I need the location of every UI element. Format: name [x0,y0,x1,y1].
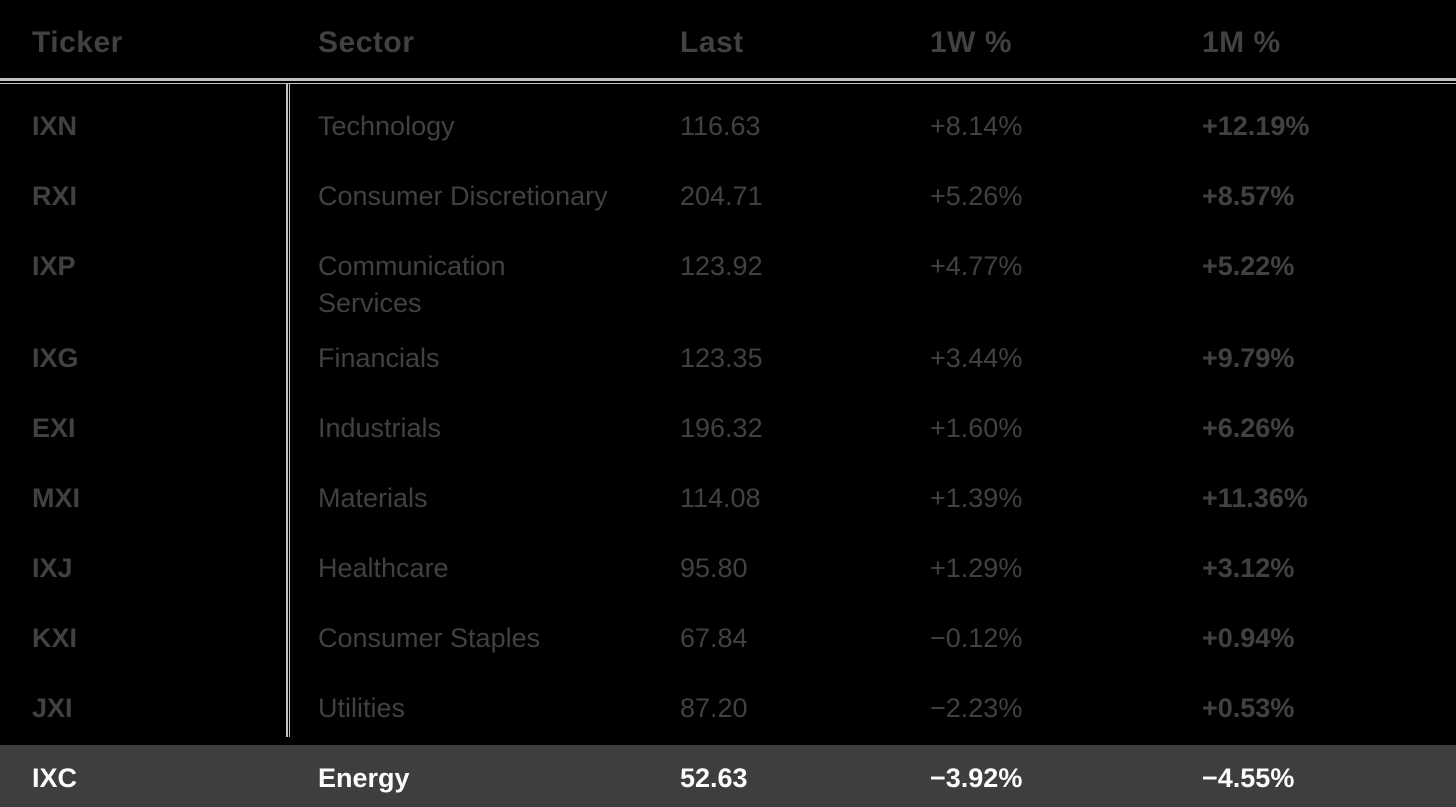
column-header-last: Last [680,25,744,59]
table-row-jxi[interactable]: JXI Utilities 87.20 −2.23% +0.53% [0,675,1456,745]
table-row-exi[interactable]: EXI Industrials 196.32 +1.60% +6.26% [0,395,1456,465]
header-separator-line-thick [0,78,1456,81]
one-week-change-cell: +5.26% [930,181,1023,211]
ticker-column-divider-line-thin [289,84,290,737]
table-row-ixg[interactable]: IXG Financials 123.35 +3.44% +9.79% [0,325,1456,395]
last-price-cell: 196.32 [680,413,763,443]
one-month-change-cell: +11.36% [1202,483,1308,513]
last-price-cell: 67.84 [680,623,748,653]
ticker-cell: IXP [32,251,76,281]
table-row-ixc-selected[interactable]: IXC Energy 52.63 −3.92% −4.55% [0,745,1456,807]
table-header-row: Ticker Sector Last 1W % 1M % [0,0,1456,93]
sector-cell: Energy [318,763,410,793]
sector-cell: Consumer Discretionary [318,181,608,211]
one-week-change-cell: −0.12% [930,623,1023,653]
one-month-change-cell: +5.22% [1202,251,1295,281]
table-row-mxi[interactable]: MXI Materials 114.08 +1.39% +11.36% [0,465,1456,535]
sector-cell: Financials [318,343,440,373]
table-row-ixj[interactable]: IXJ Healthcare 95.80 +1.29% +3.12% [0,535,1456,605]
column-header-sector: Sector [318,25,415,59]
table-row-kxi[interactable]: KXI Consumer Staples 67.84 −0.12% +0.94% [0,605,1456,675]
one-week-change-cell: +1.29% [930,553,1023,583]
one-week-change-cell: +1.39% [930,483,1023,513]
ticker-column-divider-line-thick [286,84,288,737]
ticker-cell: JXI [32,693,73,723]
ticker-cell: IXC [32,763,78,793]
one-month-change-cell: +6.26% [1202,413,1295,443]
column-header-1w-percent: 1W % [930,25,1013,59]
one-month-change-cell: +9.79% [1202,343,1295,373]
one-month-change-cell: +0.94% [1202,623,1295,653]
last-price-cell: 52.63 [680,763,748,793]
last-price-cell: 114.08 [680,483,761,513]
sector-cell: Materials [318,483,428,513]
table-row-ixp[interactable]: IXP Communication Services 123.92 +4.77%… [0,233,1456,325]
sector-cell: Technology [318,111,455,141]
last-price-cell: 123.92 [680,251,763,281]
ticker-cell: IXG [32,343,79,373]
sector-cell: Consumer Staples [318,623,541,653]
one-month-change-cell: +0.53% [1202,693,1295,723]
sector-cell: Communication Services [318,251,506,318]
one-week-change-cell: +3.44% [930,343,1023,373]
last-price-cell: 95.80 [680,553,748,583]
table-row-ixn[interactable]: IXN Technology 116.63 +8.14% +12.19% [0,93,1456,163]
ticker-cell: RXI [32,181,78,211]
one-month-change-cell: −4.55% [1202,763,1295,793]
one-month-change-cell: +3.12% [1202,553,1295,583]
table-row-rxi[interactable]: RXI Consumer Discretionary 204.71 +5.26%… [0,163,1456,233]
one-week-change-cell: −3.92% [930,763,1023,793]
one-week-change-cell: −2.23% [930,693,1023,723]
last-price-cell: 87.20 [680,693,748,723]
last-price-cell: 116.63 [680,111,761,141]
header-separator-line-thin [0,83,1456,84]
ticker-cell: IXJ [32,553,73,583]
one-month-change-cell: +12.19% [1202,111,1310,141]
last-price-cell: 204.71 [680,181,763,211]
column-header-1m-percent: 1M % [1202,25,1281,59]
ticker-cell: MXI [32,483,81,513]
ticker-cell: EXI [32,413,76,443]
column-header-ticker: Ticker [32,25,123,59]
ticker-cell: IXN [32,111,78,141]
sector-cell: Utilities [318,693,406,723]
one-month-change-cell: +8.57% [1202,181,1295,211]
one-week-change-cell: +4.77% [930,251,1023,281]
sector-cell: Industrials [318,413,442,443]
sector-cell: Healthcare [318,553,449,583]
last-price-cell: 123.35 [680,343,763,373]
one-week-change-cell: +8.14% [930,111,1023,141]
one-week-change-cell: +1.60% [930,413,1023,443]
ticker-cell: KXI [32,623,78,653]
